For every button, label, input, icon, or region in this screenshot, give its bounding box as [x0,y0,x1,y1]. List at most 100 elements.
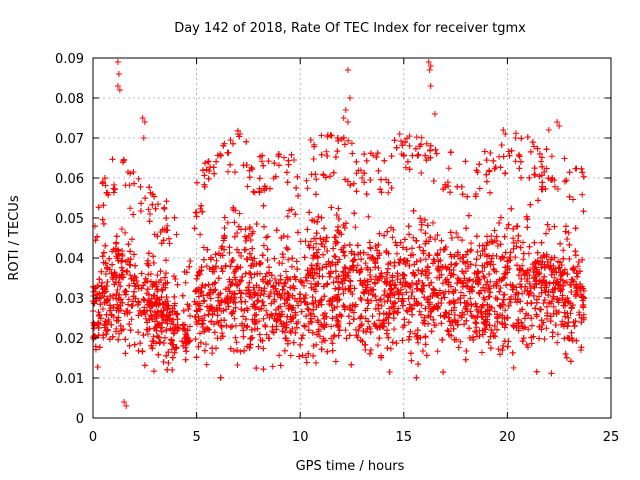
data-point [279,251,286,258]
data-point [392,239,399,246]
data-point [320,283,327,290]
data-point [350,266,357,273]
data-point [508,147,515,154]
data-point [265,158,272,165]
data-point [221,225,228,231]
data-point [542,185,549,192]
data-point [159,287,166,294]
data-point [367,329,374,336]
data-point [508,205,515,212]
data-point [284,213,291,220]
data-point [378,270,385,277]
data-point [125,169,131,175]
data-point [173,311,180,318]
data-points [90,59,587,409]
data-point [432,236,439,243]
data-point [207,164,214,171]
data-point [406,262,413,269]
data-point [463,348,470,354]
data-point [345,137,352,144]
data-point [459,283,466,290]
data-point [303,359,310,366]
data-point [126,282,133,289]
data-point [363,157,370,164]
data-point [401,316,408,323]
data-point [447,189,454,196]
data-point [505,257,512,264]
data-point [198,264,205,271]
data-point [415,267,422,274]
data-point [532,264,539,271]
data-point [201,312,208,319]
data-point [101,293,107,300]
data-point [577,284,584,291]
data-point [527,201,534,208]
data-point [338,231,345,238]
data-point [563,223,569,230]
data-point [271,290,278,297]
data-point [256,175,263,182]
data-point [209,289,216,296]
data-point [315,280,322,287]
data-point [358,256,365,263]
data-point [488,258,495,265]
data-point [192,314,199,321]
data-point [385,179,392,186]
data-point [160,359,167,365]
data-point [199,167,206,174]
data-point [495,346,502,353]
data-point [386,311,393,318]
data-point [546,280,553,287]
data-point [468,301,475,308]
data-point [206,168,213,174]
data-point [351,210,358,217]
data-point [251,255,258,262]
data-point [117,296,124,303]
data-point [195,293,202,300]
data-point [462,356,469,363]
data-point [199,315,206,322]
data-point [151,292,158,299]
data-point [340,302,347,309]
data-point [137,340,144,347]
data-point [480,284,487,291]
data-point [419,288,426,295]
data-point [122,229,129,236]
data-point [400,257,407,264]
data-point [483,171,490,178]
data-point [308,315,314,322]
data-point [505,302,512,309]
data-point [413,374,420,381]
data-point [212,286,219,293]
data-point [261,302,267,309]
data-point [160,340,167,346]
data-point [410,269,417,276]
data-point [258,305,265,312]
data-point [253,221,260,227]
data-point [500,296,507,303]
data-point [374,150,381,157]
data-point [135,282,141,289]
data-point [445,165,452,172]
data-point [484,278,491,285]
data-point [145,331,151,337]
data-point [201,297,208,304]
data-point [481,148,488,155]
data-point [514,320,520,327]
data-point [422,256,429,263]
data-point [349,150,356,157]
data-point [146,218,153,225]
data-point [144,257,151,264]
data-point [558,271,565,277]
data-point [308,171,315,178]
data-point [358,321,365,327]
data-point [383,330,390,337]
data-point [92,343,99,350]
data-point [116,330,123,337]
data-point [217,290,224,297]
data-point [260,278,267,285]
data-point [401,257,408,263]
data-point [376,310,383,317]
data-point [322,174,329,181]
data-point [288,306,295,313]
